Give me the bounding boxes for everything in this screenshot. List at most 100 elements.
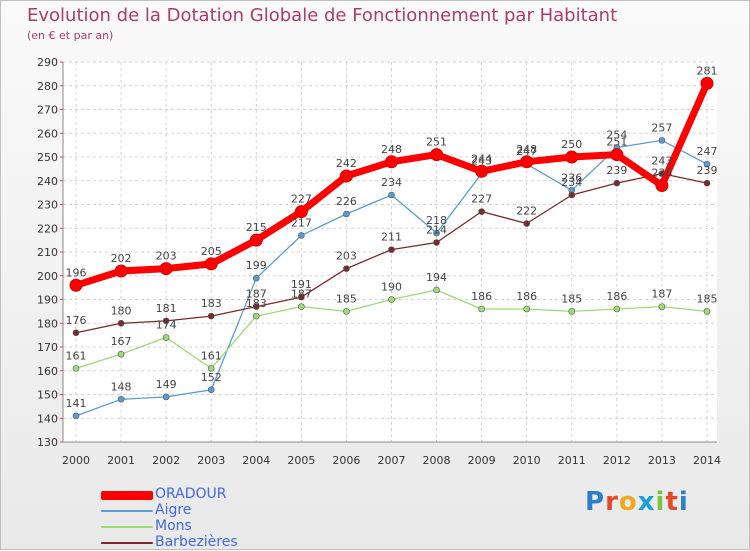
data-label: 218 (426, 214, 447, 227)
x-tick-label: 2014 (693, 454, 721, 467)
data-point (117, 395, 125, 403)
legend-label: Barbezières (155, 534, 238, 550)
data-point (703, 179, 711, 187)
data-point (658, 137, 666, 144)
data-point (298, 232, 305, 239)
x-tick-label: 2005 (287, 454, 315, 467)
data-label: 243 (651, 155, 672, 168)
legend-label: Aigre (155, 502, 192, 518)
data-point (162, 393, 170, 401)
x-tick-label: 2008 (423, 454, 451, 467)
x-tick-label: 2002 (152, 454, 180, 467)
data-label: 251 (606, 136, 627, 149)
data-point (613, 179, 621, 187)
data-label: 234 (381, 176, 402, 189)
y-tick-label: 240 (37, 175, 58, 188)
data-point (343, 210, 350, 218)
data-point (430, 148, 444, 162)
data-label: 217 (291, 216, 312, 229)
data-point (655, 179, 669, 192)
data-point (523, 305, 531, 313)
data-label: 174 (156, 319, 177, 332)
x-tick-label: 2006 (332, 454, 360, 467)
logo-letter: r (605, 487, 619, 517)
x-tick-label: 2004 (242, 454, 270, 467)
data-label: 141 (66, 397, 87, 410)
data-label: 194 (426, 271, 447, 284)
data-label: 234 (561, 176, 582, 189)
x-tick-label: 2011 (558, 454, 586, 467)
logo-letter: x (637, 487, 656, 517)
x-tick-label: 2000 (62, 454, 90, 467)
y-tick-label: 140 (37, 412, 58, 425)
data-point (298, 293, 305, 301)
data-point (117, 319, 125, 327)
x-tick-label: 2013 (648, 454, 676, 467)
logo-letter: o (618, 487, 638, 517)
data-label: 202 (111, 252, 132, 265)
data-label: 185 (696, 292, 717, 305)
data-point (339, 169, 353, 183)
data-label: 227 (471, 193, 492, 206)
data-point (478, 305, 485, 313)
data-label: 191 (291, 278, 312, 291)
y-tick-label: 210 (37, 246, 58, 259)
data-label: 185 (336, 292, 357, 305)
y-tick-label: 170 (37, 341, 58, 354)
legend-swatch (101, 542, 153, 544)
data-label: 254 (606, 129, 627, 142)
data-label: 243 (471, 155, 492, 168)
data-point (388, 246, 395, 253)
data-label: 167 (111, 335, 132, 348)
y-tick-label: 150 (37, 389, 58, 402)
data-label: 187 (651, 288, 672, 301)
data-point (568, 308, 576, 315)
data-point (343, 308, 350, 315)
data-label: 215 (246, 221, 267, 234)
data-point (162, 317, 170, 325)
data-label: 250 (561, 138, 582, 151)
data-point (658, 303, 666, 310)
data-point (700, 76, 714, 90)
data-label: 196 (66, 266, 87, 279)
y-tick-label: 280 (37, 80, 58, 93)
y-tick-label: 260 (37, 127, 58, 140)
data-point (388, 191, 395, 199)
data-label: 161 (201, 349, 222, 362)
data-label: 190 (381, 281, 402, 294)
data-point (703, 308, 711, 315)
data-label: 152 (201, 371, 222, 384)
legend-item: Mons (101, 518, 321, 535)
x-tick-label: 2009 (468, 454, 496, 467)
data-label: 181 (156, 302, 177, 315)
data-point (252, 312, 260, 320)
y-tick-label: 270 (37, 104, 58, 117)
data-label: 238 (651, 167, 672, 180)
data-label: 251 (426, 136, 447, 149)
data-label: 149 (156, 378, 177, 391)
logo-letter: i (655, 487, 666, 517)
data-point (207, 386, 215, 394)
data-label: 236 (561, 171, 582, 184)
y-tick-label: 130 (37, 436, 58, 449)
data-label: 247 (696, 145, 717, 158)
data-point (613, 305, 621, 313)
y-tick-label: 250 (37, 151, 58, 164)
legend-swatch (101, 526, 153, 528)
data-label: 248 (516, 143, 537, 156)
legend-swatch (101, 490, 153, 500)
proxiti-logo: Proxiti (585, 487, 689, 517)
y-tick-label: 200 (37, 270, 58, 283)
data-point (384, 155, 398, 169)
data-label: 257 (651, 121, 672, 134)
y-tick-label: 220 (37, 222, 58, 235)
data-label: 281 (696, 64, 717, 77)
data-point (114, 264, 128, 278)
data-label: 222 (516, 205, 537, 218)
data-label: 199 (246, 259, 267, 272)
legend-swatch (101, 510, 153, 512)
data-point (252, 303, 260, 310)
data-point (159, 262, 173, 276)
y-tick-label: 160 (37, 365, 58, 378)
data-point (523, 220, 531, 227)
